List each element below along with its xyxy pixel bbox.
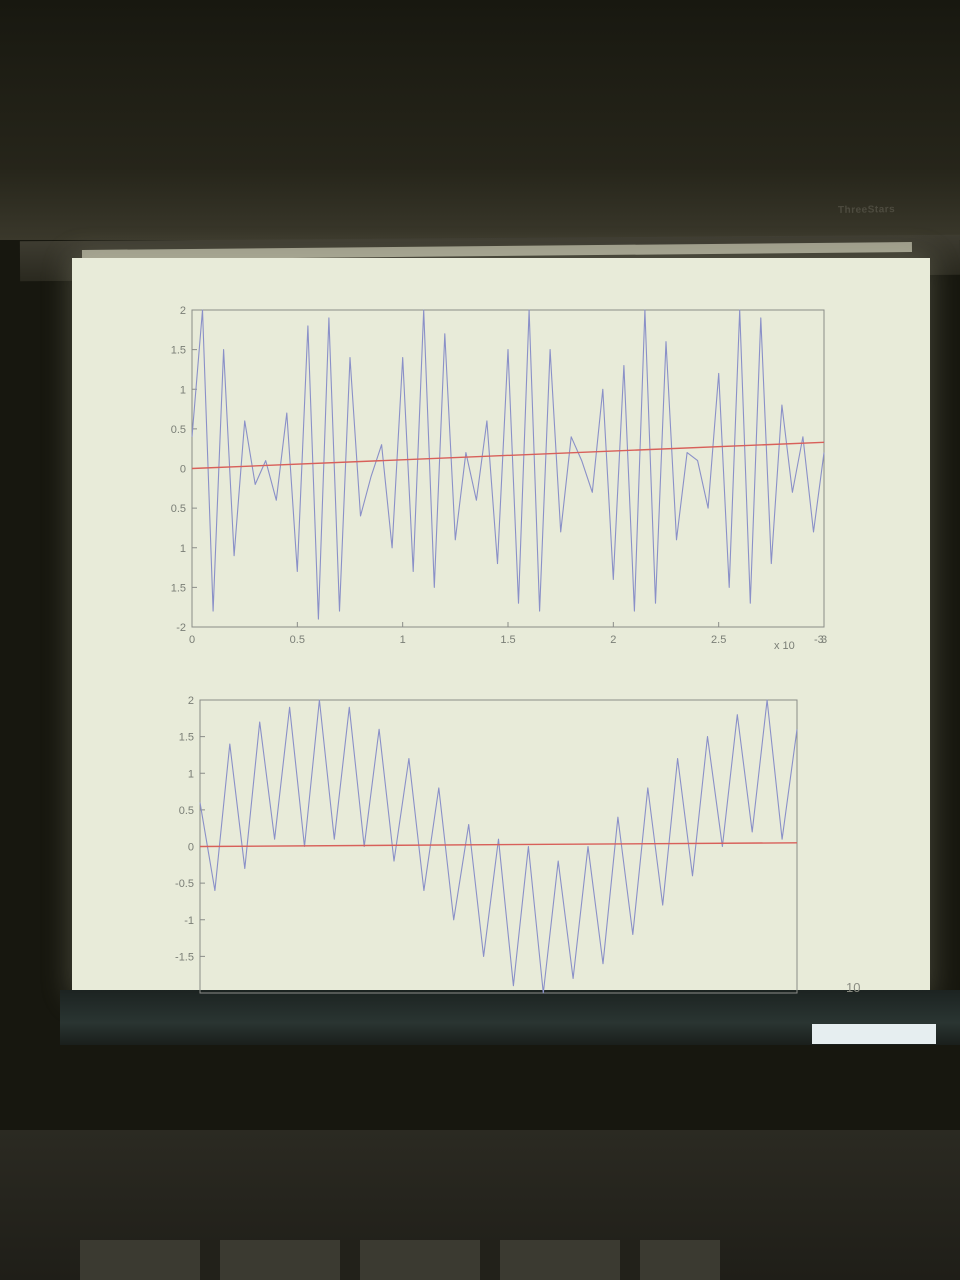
y-tick-label: 0.5 xyxy=(179,805,194,817)
y-tick-label: -2 xyxy=(176,622,186,634)
y-tick-label: 2 xyxy=(188,695,194,707)
x-tick-label: 2.5 xyxy=(711,634,726,646)
trend-line xyxy=(191,441,825,470)
signal-line xyxy=(199,699,798,994)
x-tick-label: 1 xyxy=(400,634,406,646)
trend-line xyxy=(199,842,798,848)
y-tick-label: 1 xyxy=(188,768,194,780)
signal-line xyxy=(191,309,825,620)
projected-slide xyxy=(72,258,930,998)
y-tick-label: -1.5 xyxy=(175,951,194,963)
screen-bottom-frame xyxy=(60,990,960,1045)
room-wall xyxy=(0,0,960,240)
x-tick-label: 0.5 xyxy=(290,634,305,646)
x-tick-label: 3 xyxy=(821,634,827,646)
slide-page-number: 10 xyxy=(846,980,861,995)
y-tick-label: 1.5 xyxy=(179,732,194,744)
y-tick-label: -1 xyxy=(184,915,194,927)
y-tick-label: 0 xyxy=(180,464,186,476)
x-tick-label: 2 xyxy=(610,634,616,646)
x-multiplier-exponent: -3 xyxy=(814,634,824,646)
y-tick-label: 0 xyxy=(188,842,194,854)
x-tick-label: 0 xyxy=(189,634,195,646)
y-tick-label: 1 xyxy=(180,384,186,396)
y-tick-label: 2 xyxy=(180,305,186,317)
x-multiplier-label: x 10 xyxy=(774,640,795,652)
bottom-chart: 2 1.5 1 0.5 0 -0.5 -1 -1.5 xyxy=(175,695,798,994)
y-tick-label: 1 xyxy=(180,543,186,555)
light-strip xyxy=(812,1024,936,1044)
y-tick-label: -0.5 xyxy=(175,878,194,890)
y-tick-label: 0.5 xyxy=(171,503,186,515)
seat-row xyxy=(80,1240,720,1280)
y-tick-label: 1.5 xyxy=(171,582,186,594)
top-chart: 21.510.500.511.5-20 0.5 1 1.5 2 2.5 3x 10 -3 xyxy=(171,305,827,652)
y-tick-label: 1.5 xyxy=(171,345,186,357)
x-tick-label: 1.5 xyxy=(500,634,515,646)
y-tick-label: 0.5 xyxy=(171,424,186,436)
